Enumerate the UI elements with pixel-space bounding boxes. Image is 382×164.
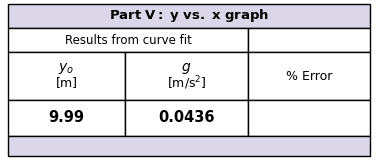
Text: $\mathit{y_o}$: $\mathit{y_o}$ [58,62,74,76]
Text: $\bf{Part\ V:\ }$$\it{\bf{y}}$$\bf{\ vs.\ }$$\it{\bf{x}}$$\bf{\ graph}$: $\bf{Part\ V:\ }$$\it{\bf{y}}$$\bf{\ vs.… [109,8,269,24]
Bar [8,28,248,52]
Text: $\mathit{g}$: $\mathit{g}$ [181,62,192,76]
Text: 9.99: 9.99 [49,111,84,125]
Text: Results from curve fit: Results from curve fit [65,33,191,47]
Bar [248,100,370,136]
Text: [m/s$^2$]: [m/s$^2$] [167,74,206,92]
Bar [248,28,370,52]
Text: [m]: [m] [55,76,78,90]
Bar [8,136,370,156]
Text: % Error: % Error [286,70,332,82]
Bar [8,52,125,100]
Bar [248,52,370,100]
Bar [125,52,248,100]
Bar [125,100,248,136]
Bar [8,4,370,28]
Text: 0.0436: 0.0436 [158,111,215,125]
Bar [8,100,125,136]
